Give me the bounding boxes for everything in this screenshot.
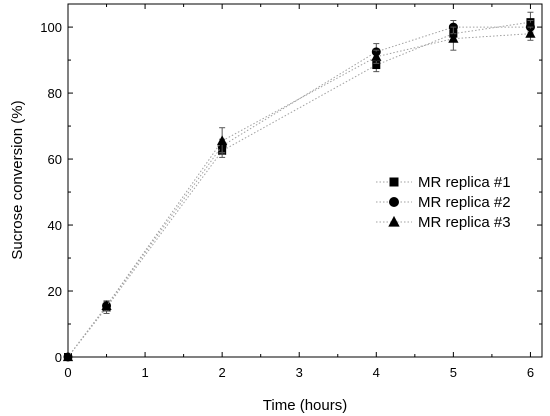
- legend-item: MR replica #2: [376, 194, 511, 211]
- x-tick-label: 6: [527, 365, 534, 380]
- legend-marker: [388, 215, 400, 227]
- data-point: [62, 351, 74, 362]
- series-line: [67, 26, 531, 358]
- data-point: [371, 51, 382, 61]
- x-tick-label: 5: [450, 365, 457, 380]
- x-tick-label: 4: [373, 365, 380, 380]
- data-point: [448, 33, 459, 43]
- x-axis-title: Time (hours): [263, 397, 347, 414]
- data-series: [62, 11, 536, 362]
- legend-item: MR replica #3: [376, 214, 511, 231]
- legend-label: MR replica #1: [418, 174, 511, 191]
- x-tick-label: 1: [141, 365, 148, 380]
- y-tick-label: 60: [48, 152, 62, 167]
- data-point: [525, 28, 536, 38]
- x-tick-label: 0: [64, 365, 71, 380]
- x-tick-label: 2: [219, 365, 226, 380]
- legend-item: MR replica #1: [376, 174, 511, 191]
- legend: MR replica #1 MR replica #2 MR replica #3: [376, 174, 511, 231]
- legend-marker: [389, 177, 399, 187]
- data-point: [217, 135, 228, 146]
- y-tick-label: 80: [48, 86, 62, 101]
- y-tick-label: 40: [48, 218, 62, 233]
- legend-label: MR replica #2: [418, 194, 511, 211]
- series-line: [67, 33, 531, 358]
- x-axis-ticks: 0 1 2 3 4 5 6: [64, 4, 534, 380]
- y-axis-title: Sucrose conversion (%): [9, 100, 26, 259]
- y-axis-ticks: 0 20 40 60 80 100: [40, 20, 542, 365]
- x-tick-label: 3: [296, 365, 303, 380]
- plot-frame: [67, 3, 543, 358]
- y-tick-label: 100: [40, 20, 62, 35]
- data-point: [101, 300, 112, 310]
- y-tick-label: 20: [48, 284, 62, 299]
- legend-label: MR replica #3: [418, 214, 511, 231]
- series-3: [62, 26, 536, 362]
- legend-marker: [389, 197, 399, 207]
- y-tick-label: 0: [55, 350, 62, 365]
- data-point: [372, 61, 381, 70]
